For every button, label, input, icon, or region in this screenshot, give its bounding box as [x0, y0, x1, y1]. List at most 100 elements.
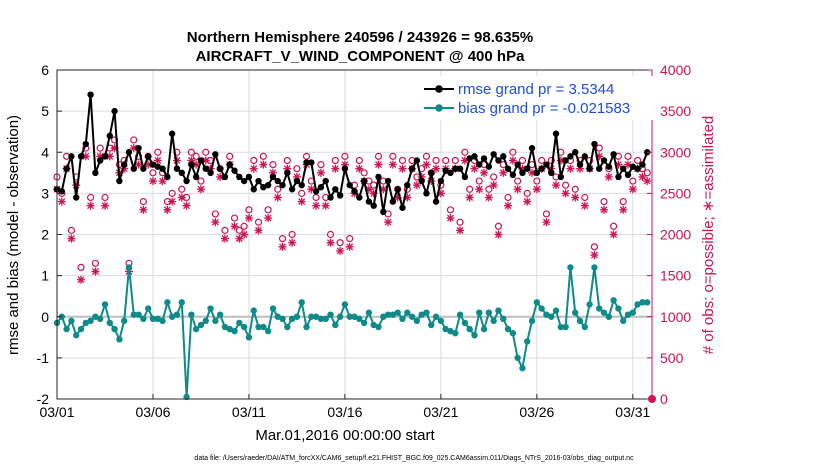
obs-assimilated-point	[67, 234, 76, 243]
rmse-point	[447, 169, 454, 177]
rmse-point	[442, 167, 449, 174]
rmse-point	[504, 165, 512, 172]
data-file-footnote: data file: /Users/raeder/DAI/ATM_forcXX/…	[194, 455, 634, 462]
obs-assimilated-point	[249, 164, 258, 173]
chart-subtitle: AIRCRAFT_V_WIND_COMPONENT @ 400 hPa	[196, 48, 526, 65]
obs-possible-point	[451, 156, 459, 165]
rmse-point	[624, 171, 632, 179]
rmse-point	[120, 161, 128, 168]
x-tick-label: 03/11	[232, 404, 266, 420]
y-left-tick-label: 3	[41, 185, 49, 201]
rmse-point	[149, 161, 157, 168]
x-axis-ticks: 03/01 03/06 03/11 03/16 03/21 03/26 03/31	[39, 394, 651, 420]
obs-possible-point	[634, 156, 642, 165]
obs-possible-point	[346, 235, 354, 243]
y-left-tick-label: 1	[41, 268, 49, 284]
obs-possible-point	[235, 226, 243, 234]
rmse-point	[164, 173, 171, 181]
rmse-point	[567, 153, 574, 160]
bias-point	[572, 309, 579, 316]
rmse-point	[130, 165, 137, 172]
bias-point	[274, 313, 281, 320]
rmse-point	[461, 173, 469, 181]
obs-possible-point	[504, 193, 512, 202]
obs-assimilated-point	[139, 205, 148, 214]
obs-possible-point	[571, 185, 579, 193]
bias-point	[557, 323, 565, 331]
bias-point	[605, 313, 613, 320]
obs-possible-point	[154, 148, 162, 156]
obs-assimilated-point	[398, 164, 407, 173]
obs-possible-point	[163, 198, 171, 206]
rmse-point	[92, 169, 99, 177]
rmse-point	[322, 177, 329, 185]
obs-possible-point	[466, 185, 474, 193]
bias-point	[365, 309, 373, 316]
bias-point	[476, 309, 483, 316]
obs-possible-point	[518, 156, 527, 165]
obs-assimilated-point	[456, 226, 465, 235]
bias-point	[173, 311, 181, 318]
rmse-point	[226, 161, 233, 168]
obs-possible-point	[461, 148, 469, 156]
bias-point	[533, 299, 541, 306]
bias-point	[140, 315, 147, 323]
obs-possible-point	[595, 144, 603, 152]
rmse-point	[456, 165, 464, 172]
bias-point	[461, 319, 469, 327]
bias-point	[192, 325, 200, 333]
obs-possible-point	[269, 160, 277, 169]
bias-point	[327, 311, 334, 318]
rmse-point	[216, 165, 224, 172]
y-axis-left-label: rmse and bias (model - observation)	[5, 115, 22, 355]
rmse-point	[279, 181, 286, 189]
obs-possible-point	[240, 222, 248, 230]
bias-point	[216, 311, 224, 318]
obs-possible-point	[355, 156, 363, 165]
bias-point	[125, 264, 133, 271]
obs-assimilated-point	[484, 193, 493, 202]
obs-assimilated-point	[336, 246, 345, 255]
obs-possible-point	[134, 152, 143, 160]
obs-possible-point	[446, 206, 455, 214]
bias-point	[178, 299, 185, 306]
obs-assimilated-series	[53, 144, 656, 403]
rmse-point	[327, 194, 334, 201]
rmse-point	[548, 169, 555, 177]
rmse-point	[293, 177, 301, 185]
rmse-point	[264, 181, 272, 189]
rmse-point	[197, 157, 205, 164]
obs-possible-point	[581, 193, 589, 202]
obs-possible-point	[398, 156, 407, 165]
bias-point	[135, 311, 142, 318]
rmse-point	[408, 165, 416, 172]
bias-point	[236, 319, 243, 327]
rmse-point	[490, 151, 497, 158]
obs-possible-point	[360, 169, 368, 177]
rmse-point	[140, 165, 147, 172]
rmse-point	[418, 177, 425, 185]
bias-point	[428, 321, 435, 329]
obs-possible-point	[149, 169, 157, 177]
rmse-point	[341, 165, 349, 172]
bias-point	[404, 309, 411, 316]
rmse-point	[111, 107, 118, 115]
rmse-point	[629, 163, 637, 170]
obs-assimilated-point	[312, 201, 321, 210]
bias-point	[519, 364, 526, 372]
bias-point	[394, 309, 401, 316]
obs-assimilated-point	[297, 197, 306, 206]
rmse-point	[308, 159, 315, 166]
y-axis-right-ticks: 0 500 1000 1500 2000 2500 3000 3500 4000	[647, 62, 691, 407]
rmse-point	[360, 177, 368, 185]
obs-possible-point	[432, 156, 440, 165]
obs-assimilated-point	[494, 230, 503, 239]
bias-point	[101, 301, 109, 308]
bias-point	[581, 323, 589, 331]
rmse-point	[336, 192, 344, 199]
bias-point	[456, 311, 464, 318]
obs-assimilated-point	[628, 185, 637, 194]
obs-assimilated-point	[148, 177, 157, 186]
rmse-point	[212, 151, 219, 158]
obs-assimilated-point	[331, 164, 340, 173]
